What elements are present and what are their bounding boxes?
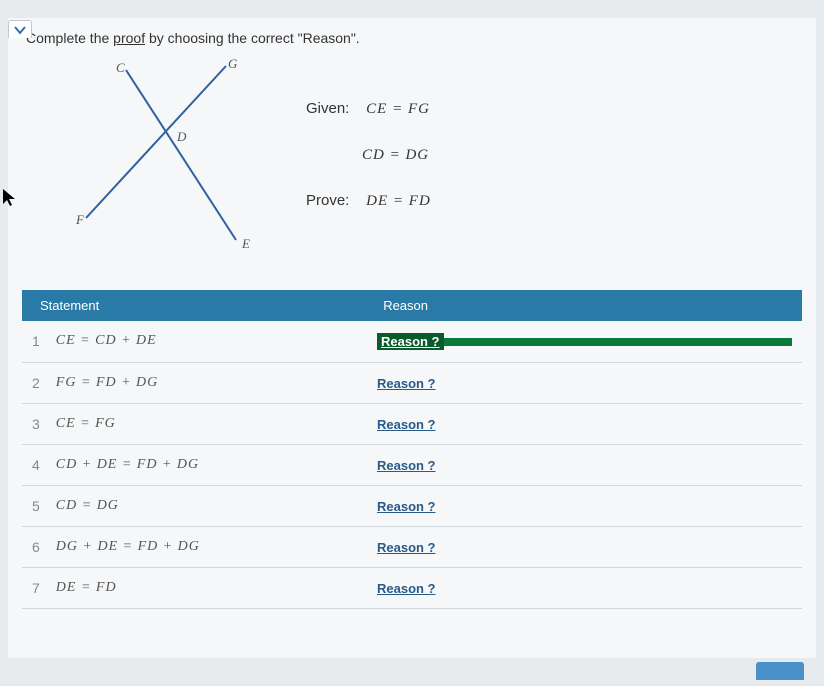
statement-text: CE = CD + DE [46, 321, 367, 362]
prove-eq: DE = FD [366, 193, 431, 209]
prove-label: Prove: [306, 192, 362, 209]
given-eq-1: CE = FG [366, 101, 430, 117]
problem-area: C G D F E Given: CE = FG CD = DG Prove: … [26, 60, 798, 260]
reason-dropdown[interactable]: Reason ? [377, 499, 436, 514]
reason-cell: Reason ? [367, 486, 802, 526]
instruction-text: Complete the proof by choosing the corre… [26, 30, 798, 46]
row-number: 6 [22, 527, 46, 567]
question-panel: Complete the proof by choosing the corre… [8, 18, 816, 658]
given-row-1: Given: CE = FG [306, 100, 431, 118]
row-number: 1 [22, 321, 46, 362]
reason-cell: Reason ? [367, 363, 802, 403]
next-button[interactable] [756, 662, 804, 680]
table-header: Statement Reason [22, 290, 802, 321]
table-row: 2FG = FD + DG Reason ? [22, 363, 802, 404]
statement-text: FG = FD + DG [46, 363, 367, 403]
point-e-label: E [242, 236, 250, 252]
table-row: 5CD = DG Reason ? [22, 486, 802, 527]
statement-text: CE = FG [46, 404, 367, 444]
instruction-underlined: proof [113, 30, 145, 46]
reason-cell: Reason ? [367, 568, 802, 608]
reason-dropdown[interactable]: Reason ? [377, 458, 436, 473]
reason-cell: Reason ? [367, 527, 802, 567]
geometry-diagram: C G D F E [76, 60, 276, 260]
point-g-label: G [228, 56, 237, 72]
chevron-down-icon [13, 25, 27, 35]
point-f-label: F [76, 212, 84, 228]
header-reason: Reason [365, 290, 802, 321]
table-row: 6DG + DE = FD + DG Reason ? [22, 527, 802, 568]
point-c-label: C [116, 60, 125, 76]
table-row: 7DE = FD Reason ? [22, 568, 802, 609]
row-number: 4 [22, 445, 46, 485]
header-statement: Statement [22, 290, 365, 321]
reason-dropdown[interactable]: Reason ? [377, 376, 436, 391]
table-row: 3CE = FG Reason ? [22, 404, 802, 445]
statement-text: DG + DE = FD + DG [46, 527, 367, 567]
cursor-icon [2, 188, 18, 213]
reason-dropdown[interactable]: Reason ? [377, 540, 436, 555]
active-reason-bar [444, 338, 793, 346]
reason-cell: Reason ? [367, 404, 802, 444]
statement-text: DE = FD [46, 568, 367, 608]
reason-dropdown[interactable]: Reason ? [377, 417, 436, 432]
row-number: 3 [22, 404, 46, 444]
table-row: 1CE = CD + DE Reason ? [22, 321, 802, 363]
prove-row: Prove: DE = FD [306, 192, 431, 210]
statement-text: CD + DE = FD + DG [46, 445, 367, 485]
collapse-toggle[interactable] [8, 20, 32, 38]
point-d-label: D [177, 129, 186, 145]
instruction-prefix: Complete the [26, 30, 113, 46]
row-number: 7 [22, 568, 46, 608]
reason-dropdown[interactable]: Reason ? [377, 333, 444, 350]
given-row-2: CD = DG [306, 146, 431, 164]
reason-cell: Reason ? [367, 321, 802, 362]
table-row: 4CD + DE = FD + DG Reason ? [22, 445, 802, 486]
given-label: Given: [306, 100, 362, 117]
given-eq-2: CD = DG [362, 147, 429, 163]
reason-dropdown[interactable]: Reason ? [377, 581, 436, 596]
instruction-suffix: by choosing the correct "Reason". [145, 30, 360, 46]
proof-table: Statement Reason 1CE = CD + DEReason ?2F… [22, 290, 802, 609]
reason-cell: Reason ? [367, 445, 802, 485]
diagram-svg [76, 60, 276, 260]
row-number: 5 [22, 486, 46, 526]
given-prove-block: Given: CE = FG CD = DG Prove: DE = FD [306, 60, 431, 260]
statement-text: CD = DG [46, 486, 367, 526]
row-number: 2 [22, 363, 46, 403]
